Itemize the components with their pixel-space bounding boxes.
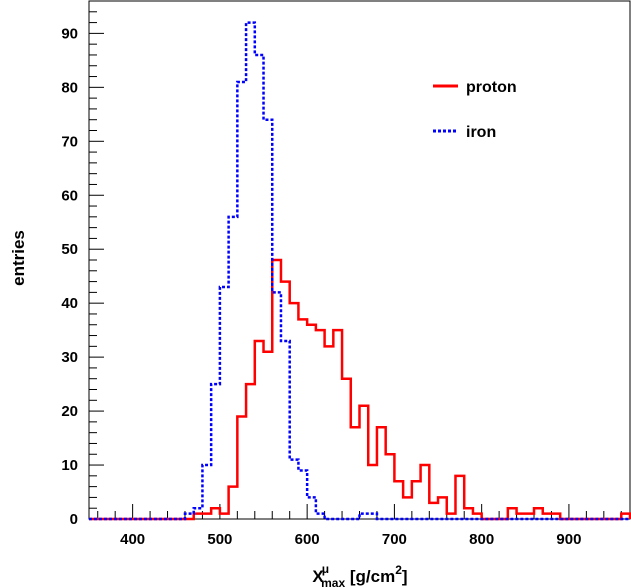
series-iron — [89, 21, 630, 521]
plot-border — [88, 0, 631, 520]
y-tick-label: 60 — [61, 187, 78, 204]
y-tick-label: 70 — [61, 133, 78, 150]
x-tick-label: 600 — [295, 531, 320, 548]
legend-label-proton: proton — [466, 79, 517, 96]
plot-frame — [88, 0, 631, 520]
series-layer — [89, 21, 631, 521]
x-tick-label: 700 — [382, 531, 407, 548]
series-proton — [89, 258, 631, 521]
y-axis: 0 10 20 30 40 50 60 70 80 90 — [61, 0, 104, 528]
x-axis: 400 500 600 700 800 900 — [97, 504, 622, 548]
x-tick-label: 400 — [120, 531, 145, 548]
y-tick-label: 90 — [61, 25, 78, 42]
y-tick-label: 50 — [61, 241, 78, 258]
y-tick-label: 80 — [61, 79, 78, 96]
y-tick-label: 20 — [61, 403, 78, 420]
x-axis-title: Xμ max [g/cm2] — [312, 562, 407, 588]
y-axis-title: entries — [9, 230, 28, 286]
y-tick-label: 40 — [61, 295, 78, 312]
legend: proton iron — [433, 79, 517, 141]
x-tick-label: 900 — [556, 531, 581, 548]
legend-label-iron: iron — [466, 124, 496, 141]
x-tick-label: 500 — [207, 531, 232, 548]
y-tick-label: 10 — [61, 457, 78, 474]
y-tick-label: 30 — [61, 349, 78, 366]
y-tick-label: 0 — [70, 511, 78, 528]
x-tick-label: 800 — [469, 531, 494, 548]
